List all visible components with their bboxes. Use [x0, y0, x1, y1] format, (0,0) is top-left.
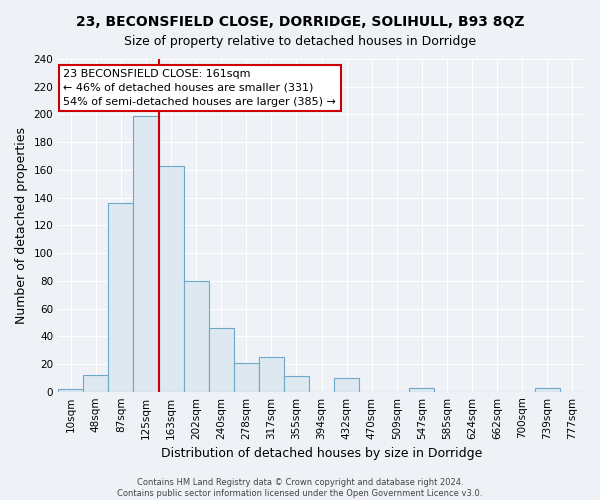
Text: Contains HM Land Registry data © Crown copyright and database right 2024.
Contai: Contains HM Land Registry data © Crown c… — [118, 478, 482, 498]
Bar — [83, 375, 109, 392]
Bar — [109, 203, 133, 392]
Bar — [184, 281, 209, 392]
Bar — [209, 328, 234, 392]
Text: 23 BECONSFIELD CLOSE: 161sqm
← 46% of detached houses are smaller (331)
54% of s: 23 BECONSFIELD CLOSE: 161sqm ← 46% of de… — [64, 69, 337, 107]
Bar — [158, 166, 184, 392]
Bar — [535, 388, 560, 392]
Text: 23, BECONSFIELD CLOSE, DORRIDGE, SOLIHULL, B93 8QZ: 23, BECONSFIELD CLOSE, DORRIDGE, SOLIHUL… — [76, 15, 524, 29]
Text: Size of property relative to detached houses in Dorridge: Size of property relative to detached ho… — [124, 35, 476, 48]
Bar — [234, 362, 259, 392]
Bar — [58, 389, 83, 392]
Bar — [334, 378, 359, 392]
Bar — [259, 357, 284, 392]
Bar — [284, 376, 309, 392]
Y-axis label: Number of detached properties: Number of detached properties — [15, 127, 28, 324]
X-axis label: Distribution of detached houses by size in Dorridge: Distribution of detached houses by size … — [161, 447, 482, 460]
Bar — [133, 116, 158, 392]
Bar — [409, 388, 434, 392]
